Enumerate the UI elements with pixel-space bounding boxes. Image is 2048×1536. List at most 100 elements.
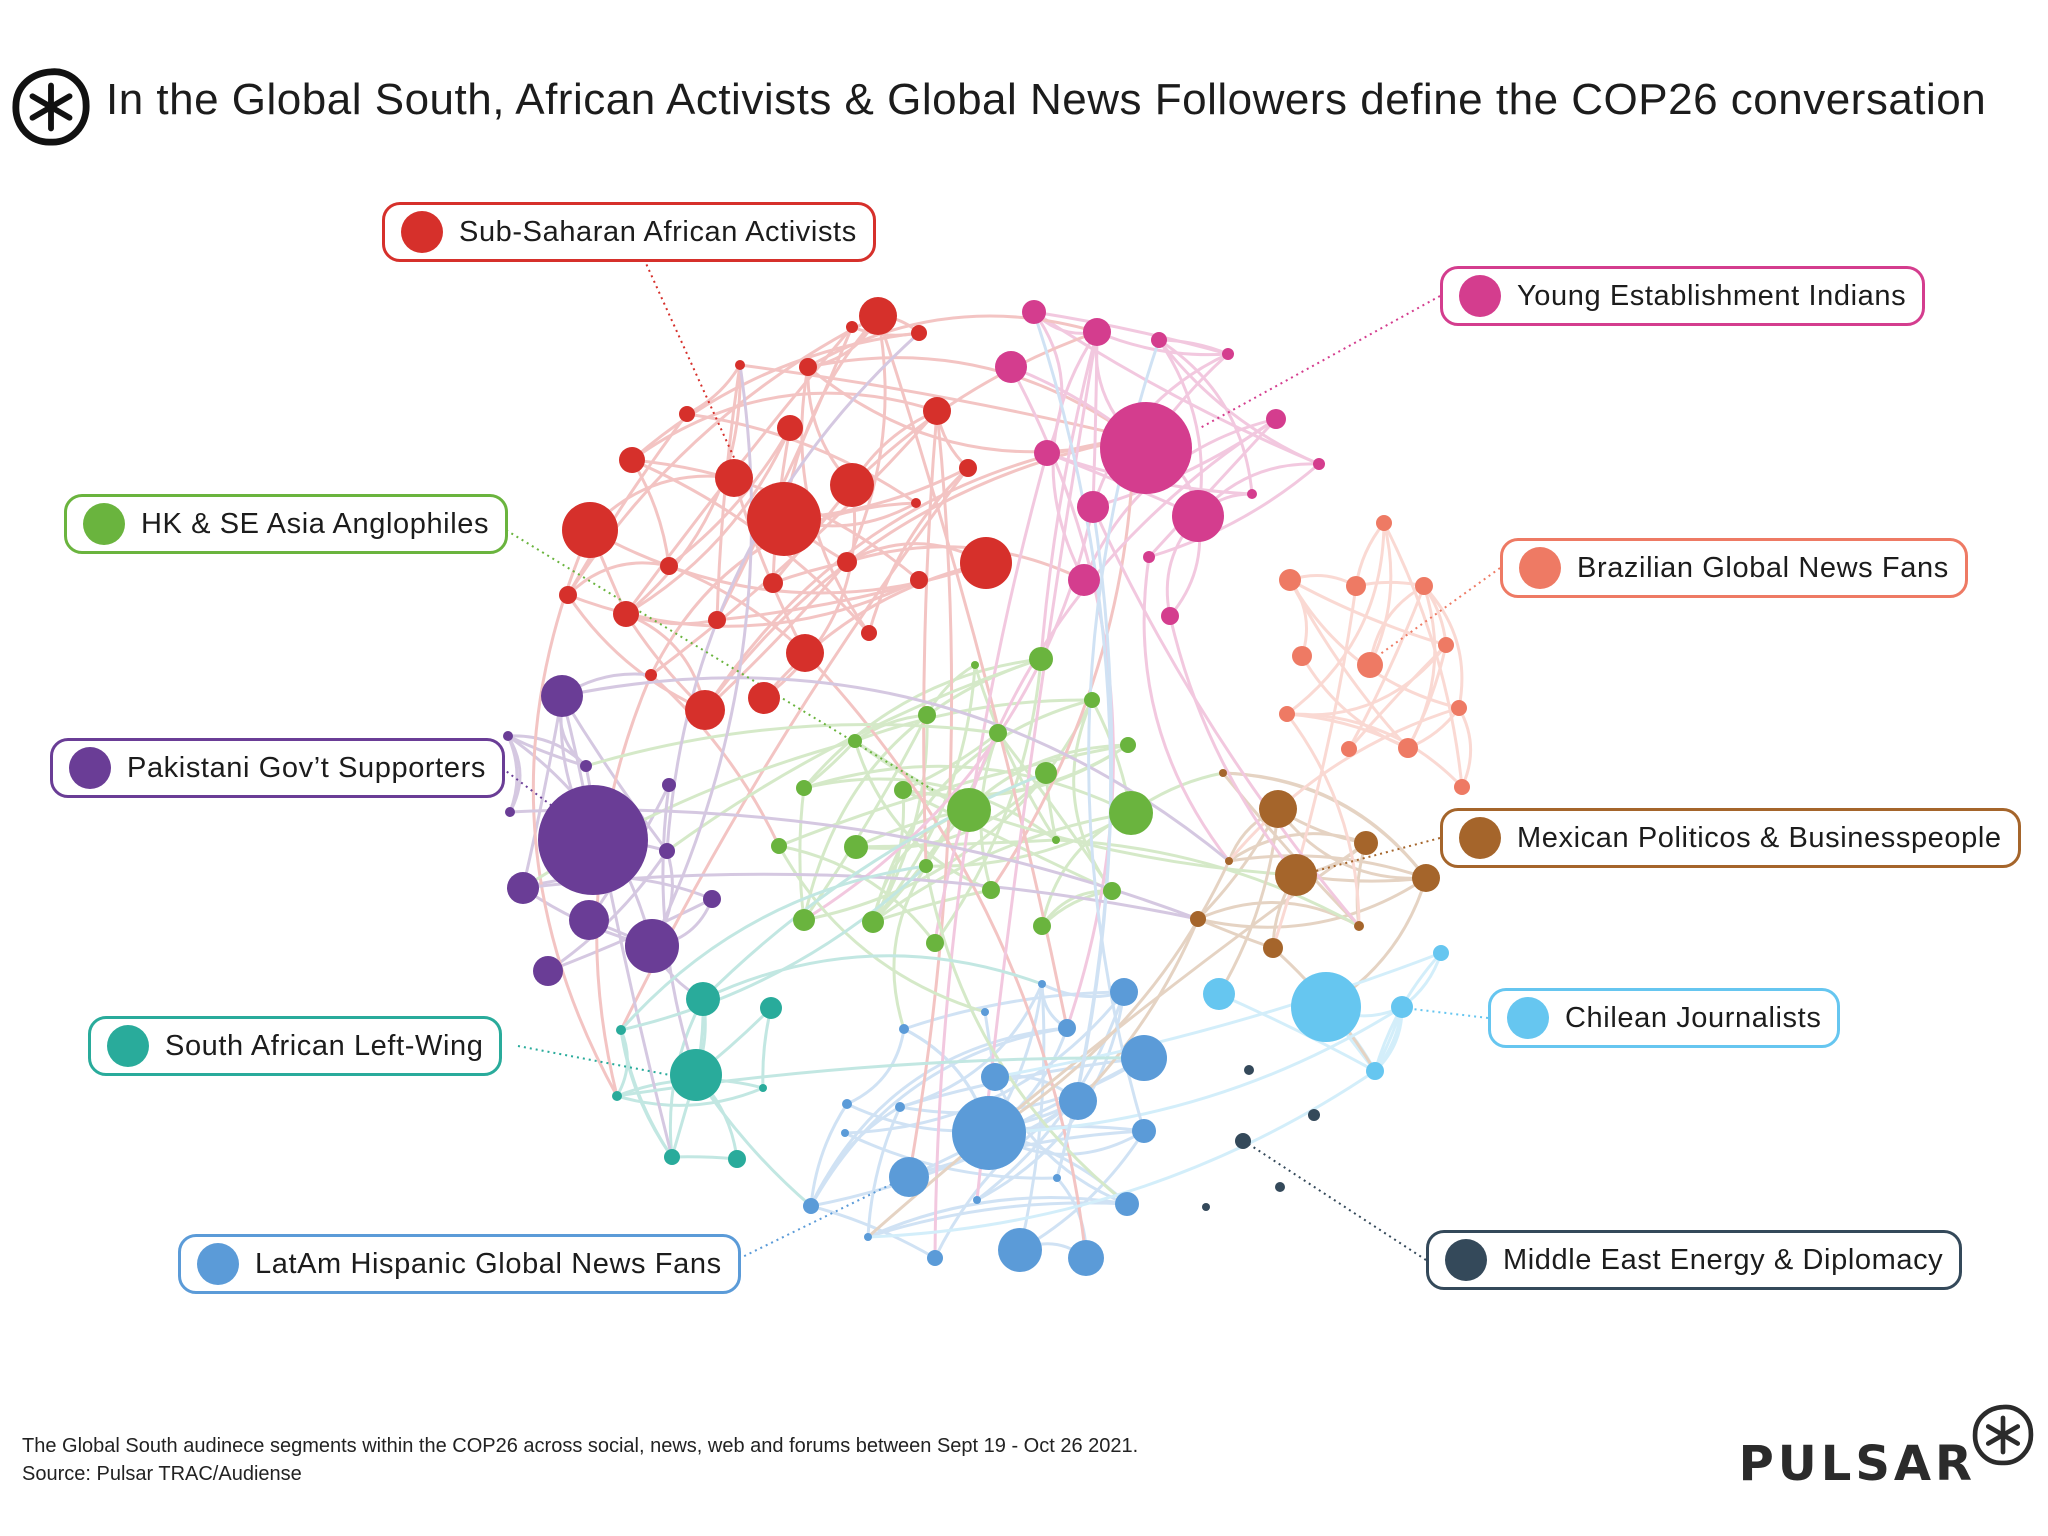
graph-edge	[809, 1026, 1068, 1207]
graph-edge	[625, 427, 792, 616]
graph-node-ssa	[911, 498, 921, 508]
graph-node-pak	[625, 919, 679, 973]
graph-edge	[922, 410, 939, 867]
graph-node-pak	[503, 731, 513, 741]
graph-edge	[1168, 615, 1298, 876]
graph-node-hk	[771, 838, 787, 854]
graph-edge	[924, 865, 1128, 1206]
label-text: Pakistani Gov’t Supporters	[127, 751, 486, 784]
graph-node-chi	[1366, 1062, 1384, 1080]
graph-node-pak	[538, 785, 648, 895]
graph-node-ssa	[559, 586, 577, 604]
graph-node-ssa	[645, 669, 657, 681]
graph-edge	[560, 695, 669, 852]
legend-dot	[197, 1243, 239, 1285]
graph-edge	[802, 714, 929, 921]
graph-edge	[1197, 901, 1360, 928]
graph-edge	[762, 561, 987, 699]
graph-node-ssa	[562, 502, 618, 558]
graph-node-ssa	[613, 601, 639, 627]
graph-node-bgn	[1279, 569, 1301, 591]
label-chilean-journalists: Chilean Journalists	[1488, 988, 1841, 1048]
label-latam-hispanic-global-news-fans: LatAm Hispanic Global News Fans	[178, 1234, 741, 1294]
graph-node-hk	[982, 881, 1000, 899]
graph-node-bgn	[1357, 652, 1383, 678]
graph-node-pak	[533, 956, 563, 986]
graph-node-ssa	[763, 573, 783, 593]
graph-edge	[803, 777, 1057, 842]
legend-dot	[1459, 817, 1501, 859]
graph-node-lat	[1110, 978, 1138, 1006]
graph-edge	[1347, 585, 1426, 750]
label-text: Chilean Journalists	[1565, 1001, 1822, 1034]
graph-edge	[619, 864, 927, 1031]
graph-node-yei	[1034, 440, 1060, 466]
graph-edge	[1076, 918, 1200, 1103]
graph-edge	[1197, 917, 1274, 950]
graph-node-lat	[952, 1096, 1026, 1170]
label-text: Mexican Politicos & Businesspeople	[1517, 821, 2002, 854]
graph-edge	[809, 1105, 901, 1207]
graph-edge	[989, 437, 1136, 891]
graph-edge	[988, 860, 1231, 1135]
graph-node-lat	[1132, 1119, 1156, 1143]
graph-edge	[1222, 771, 1428, 879]
graph-edge	[566, 561, 670, 597]
label-sub-saharan-african-activists: Sub-Saharan African Activists	[382, 202, 876, 262]
graph-node-lat	[998, 1228, 1042, 1272]
graph-edge	[666, 657, 1042, 853]
label-text: Middle East Energy & Diplomacy	[1503, 1243, 1944, 1276]
graph-edge	[1347, 643, 1448, 750]
graph-node-ssa	[923, 397, 951, 425]
graph-edge	[993, 1076, 1128, 1206]
graph-node-lat	[981, 1063, 1009, 1091]
graph-node-chi	[1291, 972, 1361, 1042]
graph-edge	[899, 1056, 1145, 1115]
graph-edge	[1096, 330, 1229, 357]
graph-edge	[507, 734, 588, 768]
graph-edge	[1055, 838, 1360, 928]
graph-edge	[809, 1103, 849, 1207]
label-text: HK & SE Asia Anglophiles	[141, 507, 490, 540]
graph-edge	[631, 331, 920, 462]
graph-edge	[1286, 522, 1386, 716]
graph-edge	[1033, 310, 1320, 466]
graph-node-mex	[1219, 769, 1227, 777]
graph-node-yei	[1161, 607, 1179, 625]
graph-edge	[1406, 644, 1448, 749]
graph-edge	[1285, 713, 1361, 927]
graph-edge	[968, 808, 1297, 877]
graph-node-ssa	[861, 625, 877, 641]
graph-node-bgn	[1341, 741, 1357, 757]
graph-edge	[802, 657, 1042, 789]
graph-edge	[844, 991, 1126, 1135]
graph-edge	[620, 864, 928, 1032]
graph-node-hk	[1109, 791, 1153, 835]
graph-edge	[739, 363, 1135, 440]
graph-edge	[703, 436, 1135, 711]
page-title: In the Global South, African Activists &…	[106, 75, 1987, 124]
graph-edge	[1227, 706, 1460, 862]
graph-node-bgn	[1438, 637, 1454, 653]
graph-edge	[1276, 808, 1427, 880]
graph-edge	[994, 951, 1442, 1079]
graph-edge	[521, 695, 564, 889]
graph-node-lat	[981, 1008, 989, 1016]
graph-node-lat	[841, 1129, 849, 1137]
graph-edge	[1217, 808, 1280, 995]
graph-edge	[1033, 310, 1229, 356]
graph-node-mex	[1275, 854, 1317, 896]
graph-node-yei	[1247, 489, 1257, 499]
label-middle-east-energy-diplomacy: Middle East Energy & Diplomacy	[1426, 1230, 1963, 1290]
graph-node-ssa	[685, 690, 725, 730]
graph-node-lat	[1068, 1240, 1104, 1276]
label-text: Brazilian Global News Fans	[1577, 551, 1949, 584]
graph-node-lat	[1058, 1019, 1076, 1037]
graph-edge	[616, 1086, 764, 1107]
graph-edge	[1157, 339, 1320, 466]
graph-edge	[866, 1106, 902, 1238]
graph-node-ssa	[911, 325, 927, 341]
graph-node-ssa	[799, 358, 817, 376]
graph-edge	[625, 364, 742, 616]
